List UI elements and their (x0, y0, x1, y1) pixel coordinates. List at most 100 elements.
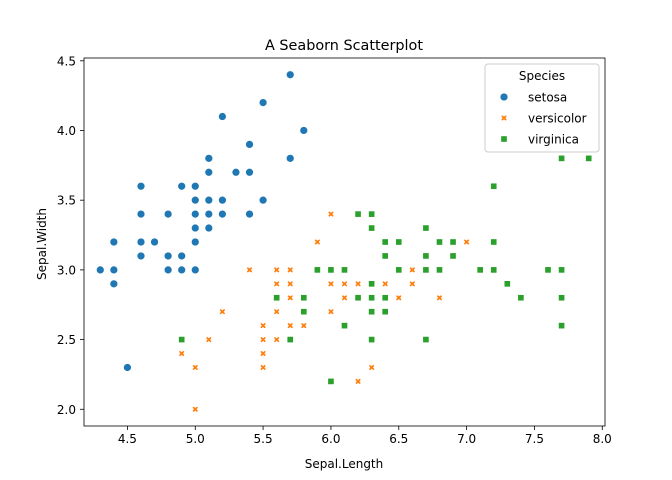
virginica-point (327, 266, 335, 274)
legend-marker-virginica (500, 135, 508, 143)
versicolor-point (259, 336, 267, 344)
virginica-point (381, 238, 389, 246)
versicolor-point (178, 350, 186, 358)
virginica-point (368, 294, 376, 302)
versicolor-point (354, 377, 362, 385)
virginica-point (435, 266, 444, 274)
versicolor-point (395, 294, 403, 302)
y-tick-label: 2.5 (57, 333, 76, 347)
y-tick-label: 2.0 (57, 403, 76, 417)
virginica-point (300, 308, 308, 316)
series-setosa (95, 70, 309, 372)
axes-frame (83, 57, 606, 427)
x-tick-label: 6.0 (321, 432, 340, 446)
legend-title: Species (519, 69, 565, 83)
versicolor-point (246, 266, 254, 274)
setosa-point (190, 209, 200, 219)
virginica-point (544, 266, 552, 274)
setosa-point (109, 237, 119, 247)
virginica-point (368, 224, 376, 232)
setosa-point (150, 237, 159, 247)
virginica-point (517, 294, 525, 302)
virginica-point (422, 336, 430, 344)
x-tick-label: 4.5 (118, 432, 137, 446)
setosa-point (163, 209, 173, 219)
virginica-point (368, 210, 376, 218)
x-tick-label: 7.0 (457, 432, 476, 446)
versicolor-point (408, 266, 416, 274)
setosa-point (245, 167, 254, 177)
setosa-point (204, 209, 214, 219)
legend-entry-versicolor: versicolor (500, 112, 587, 126)
versicolor-point (273, 280, 281, 288)
virginica-point (585, 154, 593, 162)
versicolor-point (327, 308, 335, 316)
setosa-point (109, 265, 119, 275)
x-tick-label: 8.0 (593, 432, 612, 446)
setosa-point (136, 237, 146, 247)
legend-label-versicolor: versicolor (528, 112, 587, 126)
legend-label-virginica: virginica (528, 133, 579, 147)
x-axis-label: Sepal.Length (305, 457, 384, 471)
setosa-point (258, 98, 268, 107)
legend: Species setosa versicolor virginica (484, 63, 600, 153)
setosa-point (136, 251, 146, 261)
setosa-point (299, 126, 309, 135)
versicolor-point (218, 308, 226, 316)
virginica-point (368, 280, 376, 288)
setosa-point (258, 195, 268, 205)
virginica-point (558, 266, 566, 274)
versicolor-point (368, 363, 376, 371)
virginica-point (395, 266, 403, 274)
y-axis-label: Sepal.Width (35, 208, 49, 280)
versicolor-point (327, 280, 335, 288)
x-axis: 4.5 5.0 5.5 6.0 6.5 7.0 7.5 8.0 (118, 426, 612, 446)
versicolor-point (340, 294, 349, 302)
virginica-point (354, 210, 362, 218)
virginica-point (449, 238, 457, 246)
setosa-point (190, 195, 200, 205)
setosa-point (190, 223, 200, 233)
versicolor-point (313, 238, 321, 246)
setosa-point (218, 209, 227, 219)
legend-marker-versicolor (500, 114, 508, 122)
virginica-point (558, 154, 566, 162)
virginica-point (395, 238, 403, 246)
versicolor-point (340, 280, 349, 288)
y-tick-label: 4.0 (57, 124, 76, 138)
versicolor-point (191, 363, 199, 371)
setosa-point (190, 265, 200, 275)
virginica-point (381, 252, 389, 260)
setosa-point (218, 112, 227, 121)
virginica-point (286, 336, 294, 344)
virginica-point (340, 266, 349, 274)
virginica-point (327, 377, 335, 385)
versicolor-point (259, 363, 267, 371)
setosa-point (109, 279, 119, 289)
virginica-point (368, 308, 376, 316)
setosa-point (177, 265, 187, 275)
versicolor-point (286, 266, 294, 274)
versicolor-point (259, 322, 267, 330)
setosa-point (245, 209, 254, 219)
versicolor-point (273, 336, 281, 344)
legend-entry-setosa: setosa (499, 91, 567, 105)
virginica-point (422, 224, 430, 232)
y-tick-label: 3.0 (57, 263, 76, 277)
setosa-point (204, 153, 214, 163)
versicolor-point (354, 280, 362, 288)
virginica-point (435, 238, 444, 246)
plot-area: 4.5 5.0 5.5 6.0 6.5 7.0 7.5 8.0 2.0 2.5 3.0 3.5 4.0… (57, 54, 612, 446)
virginica-point (273, 294, 281, 302)
setosa-point (190, 237, 200, 247)
virginica-point (368, 336, 376, 344)
virginica-point (476, 266, 484, 274)
versicolor-point (286, 280, 294, 288)
x-tick-label: 7.5 (525, 432, 544, 446)
legend-box (484, 63, 600, 153)
virginica-point (178, 336, 186, 344)
versicolor-point (300, 322, 308, 330)
setosa-point (204, 223, 214, 233)
virginica-point (422, 266, 430, 274)
legend-marker-setosa (499, 92, 509, 102)
